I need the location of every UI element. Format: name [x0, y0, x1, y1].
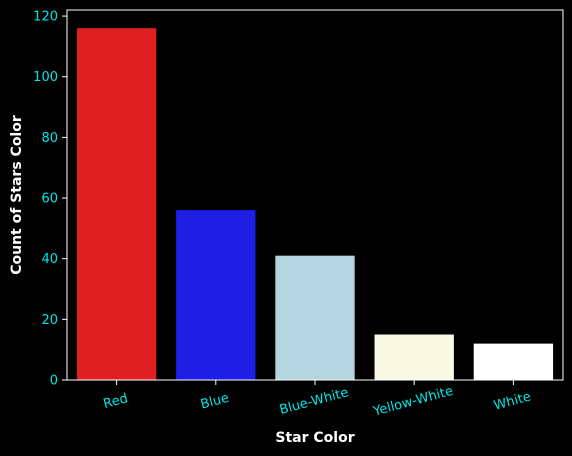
bar-blue	[176, 210, 256, 380]
bar-blue-white	[275, 255, 355, 380]
x-tick-label: Yellow-White	[371, 384, 455, 420]
y-axis-label: Count of Stars Color	[9, 115, 25, 275]
bar-red	[76, 28, 157, 380]
y-tick-label: 100	[33, 70, 58, 85]
bar-yellow-white	[374, 334, 454, 380]
x-tick-label: Blue	[199, 391, 231, 413]
x-axis-label: Star Color	[275, 430, 354, 446]
x-tick-label: Red	[102, 391, 130, 412]
y-tick-label: 60	[41, 192, 58, 207]
y-tick-label: 0	[50, 374, 58, 389]
y-tick-label: 40	[41, 252, 58, 267]
bar-white	[473, 343, 554, 380]
y-ticks-group: 0 20 40 60 80 100 120	[33, 10, 67, 389]
y-tick-label: 120	[33, 10, 58, 25]
y-tick-label: 20	[41, 313, 58, 328]
x-ticks-group: Red Blue Blue-White Yellow-White White	[102, 380, 533, 420]
bars-group	[76, 28, 554, 380]
x-tick-label: Blue-White	[278, 385, 350, 418]
x-tick-label: White	[492, 389, 532, 413]
y-tick-label: 80	[41, 131, 58, 146]
